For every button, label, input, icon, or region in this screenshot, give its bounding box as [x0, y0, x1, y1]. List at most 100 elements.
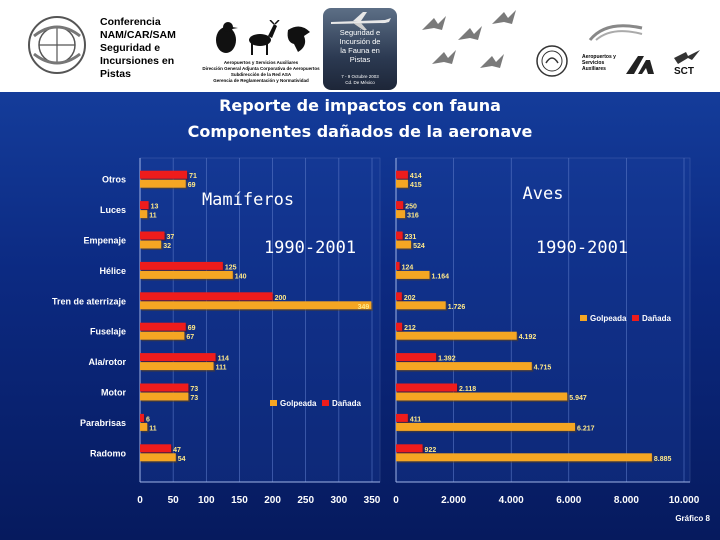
bar-danada: [140, 383, 189, 392]
asa-logo-line: Auxiliares: [582, 66, 606, 72]
bar-danada: [140, 292, 273, 301]
bar-danada: [396, 383, 457, 392]
wildlife-icons: [216, 20, 310, 55]
x-tick-label: 150: [231, 495, 248, 506]
asa-logo-line: Aeropuertos y: [582, 54, 616, 60]
icao-logo-icon: [28, 16, 86, 74]
bar-golpeada: [396, 422, 576, 431]
bar-golpeada: [140, 240, 162, 249]
bar-danada: [140, 413, 144, 422]
bar-golpeada: [140, 210, 148, 219]
bar-danada: [396, 261, 400, 270]
bar-danada: [396, 444, 423, 453]
data-label-golpeada: 415: [410, 182, 422, 189]
bar-golpeada: [396, 331, 517, 340]
x-tick-label: 200: [264, 495, 281, 506]
bar-golpeada: [396, 240, 412, 249]
legend-swatch-golpeada: [580, 315, 587, 321]
bar-golpeada: [140, 392, 189, 401]
bar-golpeada: [140, 179, 186, 188]
badge-title-line: Pistas: [349, 55, 371, 64]
data-label-danada: 250: [405, 204, 417, 211]
bird-of-prey-icon: [287, 26, 310, 52]
data-label-danada: 231: [405, 234, 417, 241]
bar-danada: [396, 201, 404, 210]
data-label-danada: 69: [188, 325, 196, 332]
legend-label-golpeada: Golpeada: [280, 399, 317, 408]
bar-danada: [140, 444, 172, 453]
header-bar: Conferencia NAM/CAR/SAM Seguridad e Incu…: [0, 0, 720, 92]
legend-label-golpeada: Golpeada: [590, 314, 627, 323]
bar-golpeada: [396, 210, 406, 219]
asa-emblem-icon: [588, 24, 643, 41]
legend-label-danada: Dañada: [642, 314, 671, 323]
data-label-danada: 73: [190, 386, 198, 393]
x-tick-label: 6.000: [556, 495, 581, 506]
bar-golpeada: [396, 301, 446, 310]
bar-danada: [140, 261, 223, 270]
conference-line: Seguridad e: [100, 42, 161, 54]
bar-danada: [140, 353, 216, 362]
data-label-golpeada: 140: [235, 273, 247, 280]
bar-golpeada: [140, 301, 372, 310]
data-label-danada: 37: [167, 234, 175, 241]
bar-danada: [140, 322, 186, 331]
data-label-golpeada: 1.164: [432, 273, 450, 280]
data-label-danada: 414: [410, 173, 422, 180]
bar-golpeada: [396, 453, 652, 462]
data-label-danada: 1.392: [438, 356, 456, 363]
data-label-danada: 922: [425, 447, 437, 454]
deer-silhouette-icon: [249, 20, 280, 55]
authority-line: Subdirección de la Red ASA: [230, 72, 292, 77]
bar-danada: [140, 231, 165, 240]
airplane-icon: [331, 12, 391, 30]
data-label-danada: 114: [218, 356, 229, 363]
authority-line: Aeropuertos y Servicios Auxiliares: [223, 60, 299, 65]
data-label-golpeada: 6.217: [577, 425, 595, 432]
flying-birds-icon: [422, 10, 516, 68]
category-label: Ala/rotor: [88, 357, 126, 367]
x-tick-label: 250: [297, 495, 314, 506]
badge-title: Seguridad e Incursión de la Fauna en Pis…: [327, 28, 393, 64]
category-label: Empenaje: [83, 236, 126, 246]
sct-emblem-icon: [674, 50, 700, 64]
data-label-golpeada: 11: [149, 213, 157, 220]
category-label: Motor: [101, 388, 126, 398]
legend-swatch-danada: [632, 315, 639, 321]
data-label-golpeada: 524: [413, 243, 425, 250]
conference-title: Conferencia NAM/CAR/SAM Seguridad e Incu…: [100, 16, 190, 81]
page-subtitle: Componentes dañados de la aeronave: [187, 122, 533, 141]
chart-title: Aves: [523, 184, 564, 204]
bar-golpeada: [396, 362, 532, 371]
legend-swatch-danada: [322, 400, 329, 406]
bar-danada: [396, 231, 403, 240]
x-tick-label: 300: [331, 495, 348, 506]
data-label-golpeada: 316: [407, 213, 419, 220]
conference-line: Conferencia: [100, 16, 161, 28]
x-tick-label: 0: [137, 495, 143, 506]
data-label-danada: 212: [404, 325, 416, 332]
data-label-golpeada: 69: [188, 182, 196, 189]
category-label: Radomo: [90, 448, 127, 458]
slide-background: [0, 92, 720, 540]
category-label: Hélice: [99, 266, 126, 276]
x-tick-label: 8.000: [614, 495, 639, 506]
asa-a-logo-icon: [626, 56, 654, 74]
category-label: Luces: [100, 205, 126, 215]
category-label: Parabrisas: [80, 418, 126, 428]
legend-swatch-golpeada: [270, 400, 277, 406]
x-tick-label: 100: [198, 495, 215, 506]
bar-golpeada: [140, 422, 148, 431]
bar-golpeada: [140, 453, 176, 462]
authority-line: Gerencia de Reglamentación y Normativida…: [213, 78, 309, 83]
x-tick-label: 50: [168, 495, 180, 506]
data-label-golpeada: 54: [178, 456, 186, 463]
conference-line: NAM/CAR/SAM: [100, 29, 176, 41]
badge-title-line: la Fauna en: [340, 46, 380, 55]
data-label-danada: 13: [151, 204, 159, 211]
data-label-golpeada: 73: [190, 395, 198, 402]
data-label-danada: 124: [402, 264, 414, 271]
badge-date-line: 7 - 9 Octubre 2003: [341, 74, 379, 79]
data-label-golpeada: 349: [358, 304, 370, 311]
